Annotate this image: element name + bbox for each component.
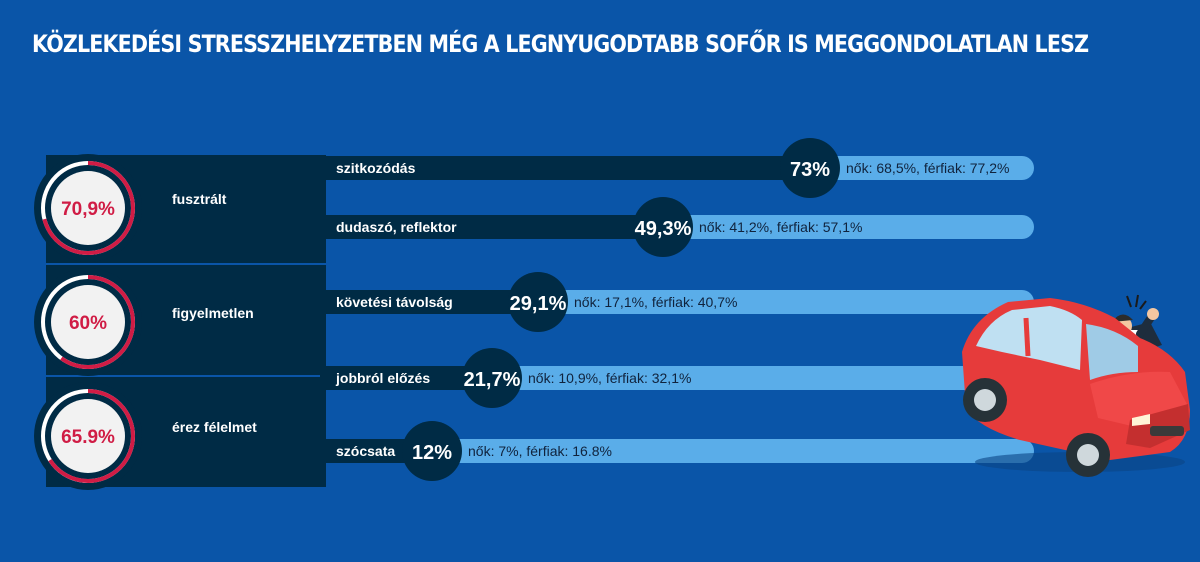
row-label: szócsata [336,443,395,459]
bar-rows: 73% szitkozódás nők: 68,5%, férfiak: 77,2%… [320,138,1034,481]
value-circle [402,421,462,481]
category-rings: 70,9% fusztrált 60% figyelmetlen 65.9% érez f… [34,154,257,490]
gender-detail: nők: 41,2%, férfiak: 57,1% [699,219,862,235]
bar [320,156,810,180]
group-value: 65.9% [61,427,115,448]
row-label: dudaszó, reflektor [336,219,457,235]
value-label: 12% [412,442,452,464]
value-label: 49,3% [635,218,692,240]
bar-track [328,439,1034,463]
bar [320,215,663,239]
value-circle [633,197,693,257]
ring-progress [41,161,135,255]
group-value: 70,9% [61,199,115,220]
angry-driver-car-icon [962,294,1190,477]
value-circle [508,272,568,332]
gender-detail: nők: 17,1%, férfiak: 40,7% [574,294,737,310]
ring-center [51,171,125,245]
group-label: fusztrált [172,191,227,207]
group-label: érez félelmet [172,419,257,435]
group-value: 60% [69,313,107,334]
bar [320,290,538,314]
value-label: 73% [790,159,830,181]
ring-progress [41,389,135,483]
row-label: jobbról előzés [335,370,430,386]
gender-detail: nők: 68,5%, férfiak: 77,2% [846,160,1009,176]
group-label: figyelmetlen [172,305,254,321]
ring-center [51,285,125,359]
gender-detail: nők: 10,9%, férfiak: 32,1% [528,370,691,386]
value-label: 29,1% [510,293,567,315]
value-circle [462,348,522,408]
row-label: követési távolság [336,294,453,310]
page-title: KÖZLEKEDÉSI STRESSZHELYZETBEN MÉG A LEGN… [32,30,1089,58]
gender-detail: nők: 7%, férfiak: 16.8% [468,443,612,459]
ring-center [51,399,125,473]
ring-progress [41,275,135,369]
row-label: szitkozódás [336,160,416,176]
value-label: 21,7% [464,369,521,391]
value-circle [780,138,840,198]
